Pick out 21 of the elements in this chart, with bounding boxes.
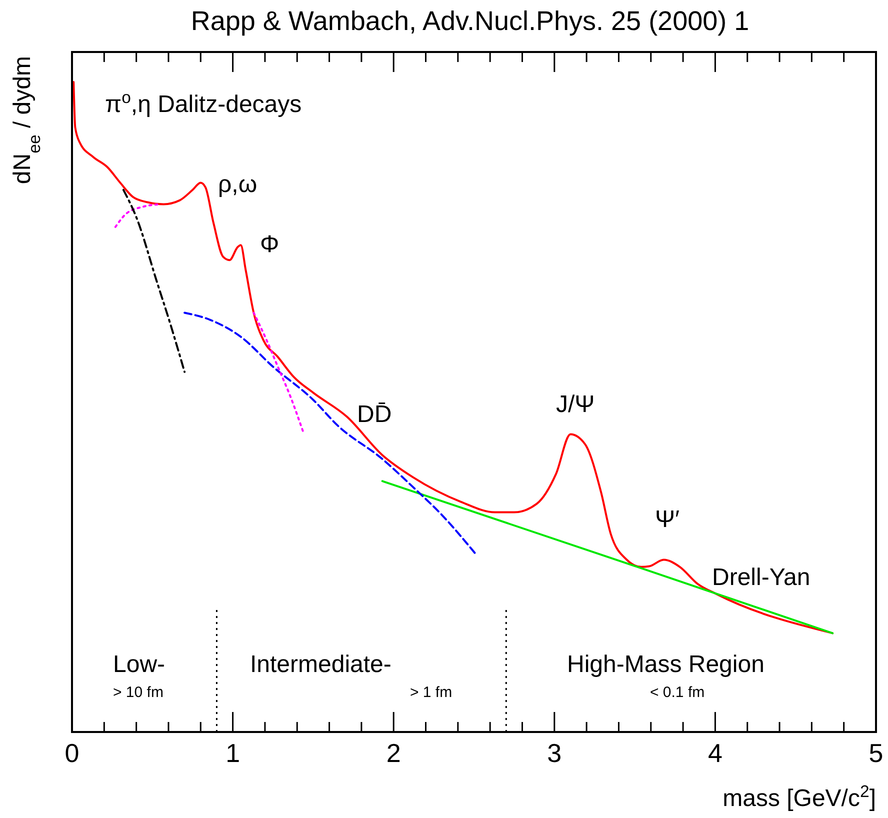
annotation: Intermediate- xyxy=(250,651,392,678)
annotation: ρ,ω xyxy=(218,171,258,198)
annotation: High-Mass Region xyxy=(567,651,764,678)
x-axis-title: mass [GeV/c$^{2}$] xyxy=(722,782,876,812)
annotation: > 1 fm xyxy=(410,684,452,701)
annotation: π$^{o}$,η Dalitz-decays xyxy=(105,88,302,118)
x-tick-label: 5 xyxy=(868,738,884,768)
x-tick-label: 4 xyxy=(708,738,722,768)
annotation: > 10 fm xyxy=(113,684,164,701)
annotation: Drell-Yan xyxy=(712,564,810,591)
annotation: Low- xyxy=(113,651,166,678)
x-tick-label: 1 xyxy=(226,738,240,768)
x-tick-label: 0 xyxy=(64,738,80,768)
annotation: DD̄ xyxy=(357,401,392,428)
annotation: Φ xyxy=(260,231,280,258)
annotation: Ψ′ xyxy=(655,506,680,533)
x-tick-label: 3 xyxy=(547,738,562,768)
annotation: J/Ψ xyxy=(556,391,595,418)
chart-title: Rapp & Wambach, Adv.Nucl.Phys. 25 (2000) 1 xyxy=(190,6,750,36)
annotation: < 0.1 fm xyxy=(650,684,705,701)
x-tick-label: 2 xyxy=(386,738,401,768)
